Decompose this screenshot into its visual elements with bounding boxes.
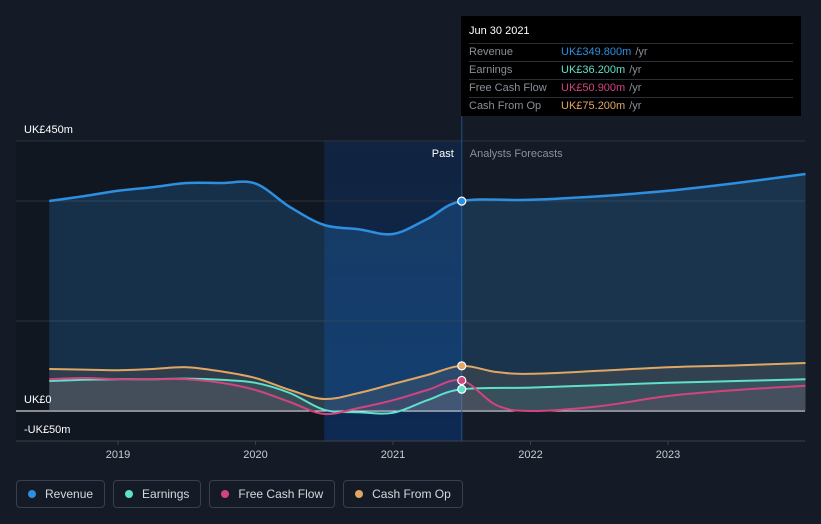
past-highlight-region: [324, 141, 462, 441]
chart-text-layer: Past Analysts Forecasts UK£450m UK£0 -UK…: [24, 124, 680, 461]
free-cash-flow-area: [49, 378, 806, 415]
tooltip-unit: /yr: [629, 64, 642, 76]
y-axis-label: UK£450m: [24, 124, 73, 136]
chart-grid-layer: [16, 111, 805, 445]
revenue-line: [49, 172, 806, 236]
cash-from-op-point: [457, 361, 467, 371]
free-cash-flow-point: [457, 375, 467, 386]
legend-label: Revenue: [45, 487, 94, 501]
tooltip-value: UK£75.200m: [561, 100, 626, 112]
tooltip-date: Jun 30 2021: [469, 25, 530, 37]
tooltip-row-earnings: Earnings UK£36.200m /yr: [469, 61, 793, 79]
x-axis-tick-label: 2022: [518, 449, 542, 461]
tooltip-row-revenue: Revenue UK£349.800m /yr: [469, 43, 793, 61]
free-cash-flow-line: [49, 376, 806, 416]
tooltip-row-free-cash-flow: Free Cash Flow UK£50.900m /yr: [469, 79, 793, 97]
legend-item-revenue[interactable]: Revenue: [16, 480, 106, 508]
x-axis-tick-label: 2021: [381, 449, 405, 461]
analysts-forecasts-label: Analysts Forecasts: [470, 148, 563, 160]
tooltip-label: Free Cash Flow: [469, 82, 547, 94]
revenue-area: [49, 174, 806, 411]
y-axis-label: UK£0: [24, 394, 52, 406]
tooltip-row-cash-from-op: Cash From Op UK£75.200m /yr: [469, 97, 793, 115]
tooltip-value: UK£36.200m: [561, 64, 626, 76]
tooltip-unit: /yr: [629, 100, 642, 112]
chart-background-layer: [16, 141, 462, 441]
tooltip-value: UK£349.800m: [561, 46, 632, 58]
chart-marker-layer: [457, 196, 467, 394]
tooltip-label: Earnings: [469, 64, 513, 76]
chart-line-layer: [49, 172, 806, 416]
x-axis-tick-label: 2023: [656, 449, 680, 461]
legend-label: Earnings: [142, 487, 190, 501]
legend-item-free-cash-flow[interactable]: Free Cash Flow: [209, 480, 336, 508]
legend-label: Cash From Op: [372, 487, 451, 501]
cash-from-op-line: [49, 362, 806, 401]
past-label: Past: [432, 148, 454, 160]
earnings-point: [457, 384, 467, 394]
x-axis-tick-label: 2020: [243, 449, 267, 461]
revenue-dot-icon: [28, 490, 36, 498]
y-axis-label: -UK£50m: [24, 424, 70, 436]
free-cash-flow-dot-icon: [221, 490, 230, 498]
legend-label: Free Cash Flow: [238, 487, 324, 501]
legend-item-earnings[interactable]: Earnings: [113, 480, 202, 508]
x-axis-tick-label: 2019: [106, 449, 130, 461]
tooltip-value: UK£50.900m: [561, 82, 626, 94]
tooltip-label: Cash From Op: [469, 100, 542, 112]
tooltip-unit: /yr: [629, 82, 642, 94]
chart-legend: Revenue Earnings Free Cash Flow Cash Fro…: [16, 480, 463, 508]
data-tooltip: Jun 30 2021 Revenue UK£349.800m /yr Earn…: [461, 16, 801, 116]
history-region: [16, 141, 325, 441]
tooltip-unit: /yr: [635, 46, 648, 58]
tooltip-label: Revenue: [469, 46, 514, 58]
earnings-dot-icon: [125, 490, 134, 498]
cash-from-op-dot-icon: [355, 490, 364, 498]
revenue-point: [457, 196, 467, 206]
legend-item-cash-from-op[interactable]: Cash From Op: [343, 480, 463, 508]
